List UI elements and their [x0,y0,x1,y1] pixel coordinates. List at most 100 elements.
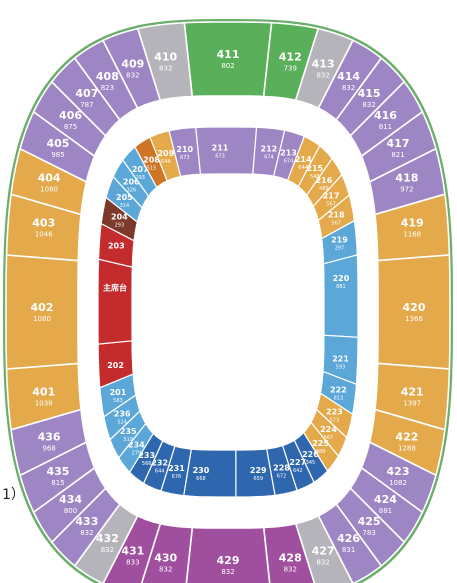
section-capacity: 593 [336,364,346,370]
section-capacity: 345 [306,460,316,466]
section-capacity: 985 [51,151,64,159]
section-number: 208 [143,156,160,165]
section-number: 215 [306,164,323,173]
section-capacity: 524 [117,420,127,426]
section-capacity: 676 [172,474,182,480]
section-capacity: 1038 [35,400,53,408]
section-220-shape[interactable] [322,254,359,338]
section-capacity: 832 [159,566,172,574]
section-capacity: 519 [123,437,133,443]
section-capacity: 1046 [35,230,53,238]
section-number: 420 [403,301,426,314]
section-number: 408 [96,70,119,83]
figure-label: 1） [2,487,25,503]
section-主席台-shape[interactable] [97,258,134,345]
section-230-shape[interactable] [183,448,237,498]
section-capacity: 831 [342,546,355,554]
section-number: 402 [31,301,54,314]
section-capacity: 583 [113,398,123,404]
section-capacity: 823 [101,84,114,92]
section-capacity: 787 [80,101,93,109]
section-number: 211 [212,144,229,153]
section-capacity: 832 [316,558,329,566]
section-number: 207 [132,165,149,174]
section-number: 217 [323,191,340,200]
section-capacity: 739 [284,64,297,72]
section-capacity: 1082 [389,479,407,487]
section-capacity: 293 [135,175,145,181]
section-capacity: 548 [310,174,320,180]
section-number: 404 [38,172,61,185]
section-capacity: 673 [215,154,225,160]
section-number: 410 [154,50,177,63]
section-capacity: 832 [126,72,139,80]
section-number: 430 [154,552,177,565]
section-capacity: 1168 [403,230,421,238]
section-number: 204 [111,213,128,222]
section-capacity: 1397 [403,400,421,408]
section-number: 235 [120,427,137,436]
section-number: 435 [47,465,70,478]
section-capacity: 813 [334,395,344,401]
section-436-shape[interactable] [10,408,88,477]
section-number: 431 [121,544,144,557]
section-capacity: 314 [120,203,130,209]
section-number: 423 [387,465,410,478]
section-capacity: 1288 [398,444,416,452]
section-number: 主席台 [103,282,127,292]
section-capacity: 815 [51,479,64,487]
section-number: 434 [59,493,82,506]
section-number: 234 [128,440,145,449]
section-capacity: 642 [293,468,303,474]
section-number: 414 [337,70,360,83]
section-number: 409 [121,58,144,71]
section-number: 406 [59,109,82,122]
section-number: 424 [374,493,397,506]
section-number: 433 [75,515,98,528]
section-number: 419 [401,216,424,229]
section-number: 212 [261,145,278,154]
outer-tier-400: 4011038402108040310464041080405985406875… [5,21,451,583]
section-number: 231 [168,464,185,473]
section-number: 233 [138,451,155,460]
section-number: 216 [316,176,333,185]
section-capacity: 489 [316,449,326,455]
section-capacity: 802 [221,62,234,70]
section-number: 403 [32,216,55,229]
section-capacity: 567 [324,435,334,441]
section-capacity: 515 [147,166,157,172]
section-number: 407 [75,87,98,100]
section-主席台[interactable]: 主席台 [97,258,134,345]
section-number: 220 [333,274,350,283]
section-capacity: 832 [284,566,297,574]
section-capacity: 674 [264,155,274,161]
section-number: 222 [330,385,347,394]
section-capacity: 644 [155,469,165,475]
section-capacity: 821 [391,151,404,159]
section-number: 432 [96,532,119,545]
inner-tier-200: 201583202主席台2032042932053142063262072932… [97,126,359,498]
section-number: 427 [312,544,335,557]
section-capacity: 1080 [33,315,51,323]
